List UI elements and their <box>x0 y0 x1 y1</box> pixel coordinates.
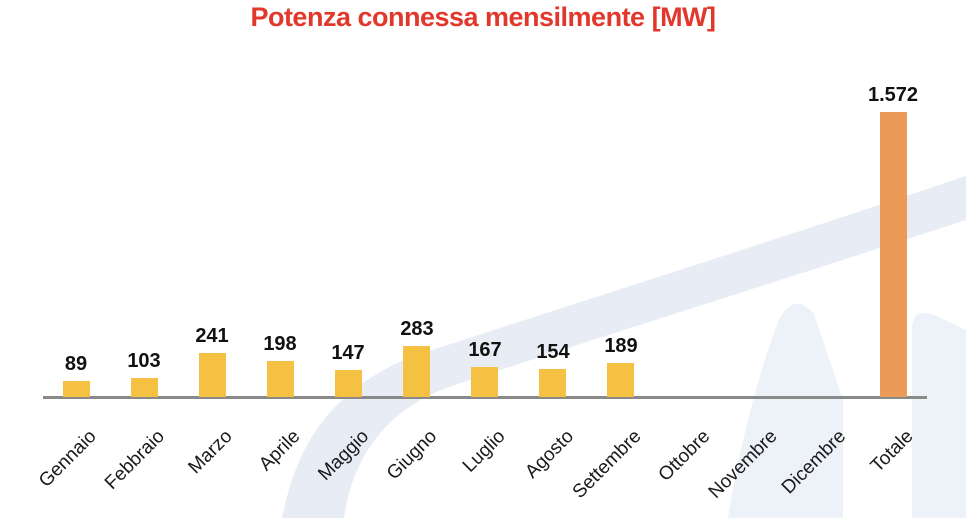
chart-title: Potenza connessa mensilmente [MW] <box>250 2 716 32</box>
x-axis-label-settembre: Settembre <box>569 426 646 503</box>
x-axis-label-giugno: Giugno <box>382 426 441 485</box>
bar-maggio <box>335 370 362 397</box>
bar-marzo <box>199 353 226 397</box>
value-label-maggio: 147 <box>331 342 365 364</box>
x-axis-label-agosto: Agosto <box>521 426 578 483</box>
value-label-febbraio: 103 <box>127 350 161 372</box>
value-label-marzo: 241 <box>195 325 229 347</box>
x-axis-label-aprile: Aprile <box>255 426 305 476</box>
x-axis-label-luglio: Luglio <box>459 426 510 477</box>
bar-gennaio <box>63 381 90 397</box>
bar-totale <box>880 112 907 397</box>
x-axis-label-febbraio: Febbraio <box>100 426 169 494</box>
bar-febbraio <box>131 378 158 397</box>
x-axis-label-totale: Totale <box>867 426 918 477</box>
x-axis-label-dicembre: Dicembre <box>777 426 850 499</box>
bar-agosto <box>539 369 566 397</box>
bar-settembre <box>607 363 634 397</box>
x-axis-label-gennaio: Gennaio <box>35 426 101 492</box>
x-axis-label-marzo: Marzo <box>184 426 237 479</box>
bar-giugno <box>403 346 430 397</box>
value-label-gennaio: 89 <box>64 353 88 375</box>
x-axis-label-maggio: Maggio <box>313 426 373 485</box>
value-label-settembre: 189 <box>604 335 638 357</box>
value-label-totale: 1.572 <box>867 84 919 106</box>
x-axis-label-novembre: Novembre <box>705 426 782 503</box>
x-axis-label-ottobre: Ottobre <box>654 426 714 486</box>
bar-luglio <box>471 367 498 397</box>
value-label-giugno: 283 <box>400 318 434 340</box>
bar-aprile <box>267 361 294 397</box>
